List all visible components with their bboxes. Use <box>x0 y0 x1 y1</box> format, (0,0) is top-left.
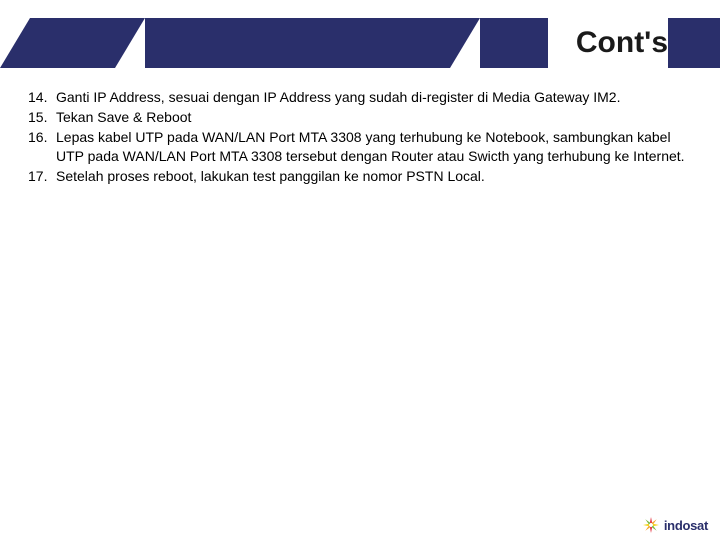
list-number: 17. <box>28 167 56 186</box>
body-content: 14. Ganti IP Address, sesuai dengan IP A… <box>28 88 692 186</box>
list-number: 16. <box>28 128 56 166</box>
header-wedge-title <box>450 18 480 68</box>
slide-title: Cont's <box>548 18 668 68</box>
footer-logo: indosat <box>642 516 708 534</box>
list-text: Ganti IP Address, sesuai dengan IP Addre… <box>56 88 692 107</box>
header-wedge-mid <box>115 18 145 68</box>
logo-text: indosat <box>664 518 708 533</box>
logo-burst-icon <box>642 516 660 534</box>
list-item: 14. Ganti IP Address, sesuai dengan IP A… <box>28 88 692 107</box>
list-text: Lepas kabel UTP pada WAN/LAN Port MTA 33… <box>56 128 692 166</box>
list-number: 15. <box>28 108 56 127</box>
list-item: 15. Tekan Save & Reboot <box>28 108 692 127</box>
header-wedge-left <box>0 18 30 68</box>
list-number: 14. <box>28 88 56 107</box>
list-text: Setelah proses reboot, lakukan test pang… <box>56 167 692 186</box>
list-item: 16. Lepas kabel UTP pada WAN/LAN Port MT… <box>28 128 692 166</box>
list-item: 17. Setelah proses reboot, lakukan test … <box>28 167 692 186</box>
list-text: Tekan Save & Reboot <box>56 108 692 127</box>
